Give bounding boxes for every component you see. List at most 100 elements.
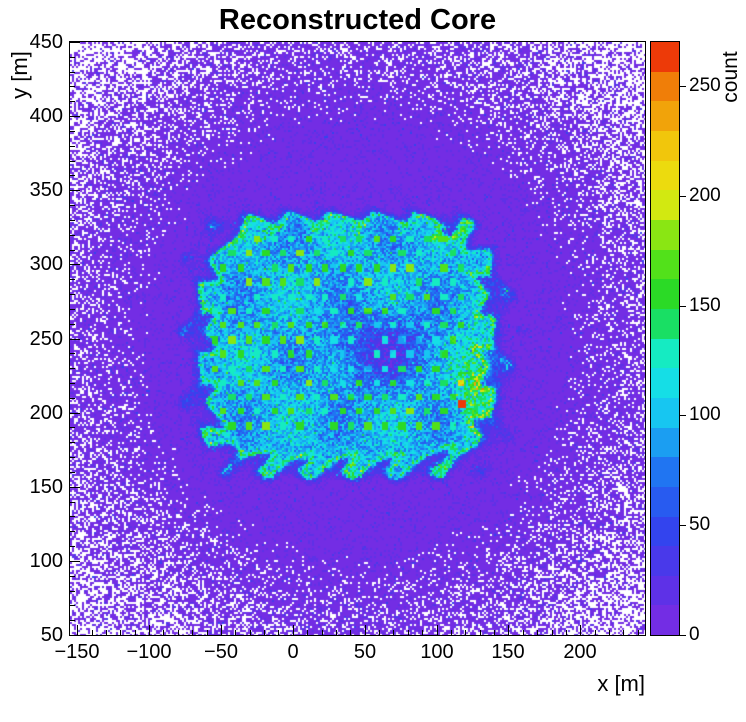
- x-minor-tick: [207, 630, 208, 635]
- y-major-tick: [70, 42, 80, 43]
- colorbar-band: [651, 279, 679, 309]
- z-tick: [680, 415, 686, 416]
- x-tick-label: −50: [204, 641, 238, 663]
- y-minor-tick: [70, 591, 75, 592]
- x-minor-tick: [250, 630, 251, 635]
- z-tick-label: 100: [689, 404, 721, 425]
- y-minor-tick: [70, 457, 75, 458]
- y-tick-label: 300: [29, 253, 63, 275]
- y-minor-tick: [70, 324, 75, 325]
- y-tick-label: 100: [29, 550, 63, 572]
- x-minor-tick: [336, 630, 337, 635]
- x-tick-label: 200: [563, 641, 597, 663]
- x-minor-tick: [537, 630, 538, 635]
- y-minor-tick: [70, 57, 75, 58]
- x-minor-tick: [264, 630, 265, 635]
- x-minor-tick: [178, 630, 179, 635]
- colorbar-band: [651, 160, 679, 191]
- colorbar-band: [651, 338, 679, 369]
- y-tick-label: 250: [29, 328, 63, 350]
- y-minor-tick: [70, 576, 75, 577]
- colorbar-band: [651, 516, 679, 547]
- x-axis-title: x [m]: [597, 671, 645, 696]
- y-minor-tick: [70, 546, 75, 547]
- x-minor-tick: [494, 630, 495, 635]
- y-tick-label: 200: [29, 402, 63, 424]
- x-minor-tick: [408, 630, 409, 635]
- y-minor-tick: [70, 427, 75, 428]
- x-minor-tick: [465, 630, 466, 635]
- z-tick-label: 200: [689, 185, 721, 206]
- x-minor-tick: [92, 630, 93, 635]
- x-tick-label: −150: [54, 641, 100, 663]
- y-minor-tick: [70, 472, 75, 473]
- x-major-tick: [221, 625, 222, 635]
- y-minor-tick: [70, 368, 75, 369]
- colorbar-band: [651, 575, 679, 606]
- y-minor-tick: [70, 502, 75, 503]
- y-major-tick: [70, 561, 80, 562]
- x-minor-tick: [552, 630, 553, 635]
- y-minor-tick: [70, 309, 75, 310]
- colorbar-band: [651, 397, 679, 428]
- z-tick-label: 250: [689, 75, 721, 96]
- x-minor-tick: [379, 630, 380, 635]
- x-minor-tick: [451, 630, 452, 635]
- y-minor-tick: [70, 620, 75, 621]
- colorbar-band: [651, 546, 679, 576]
- y-minor-tick: [70, 279, 75, 280]
- y-major-tick: [70, 264, 80, 265]
- colorbar-band: [651, 308, 679, 339]
- x-major-tick: [77, 625, 78, 635]
- y-minor-tick: [70, 383, 75, 384]
- y-minor-tick: [70, 131, 75, 132]
- x-major-tick: [149, 625, 150, 635]
- x-minor-tick: [523, 630, 524, 635]
- y-minor-tick: [70, 531, 75, 532]
- colorbar-band: [651, 42, 679, 72]
- z-tick: [680, 196, 686, 197]
- x-minor-tick: [192, 630, 193, 635]
- y-major-tick: [70, 413, 80, 414]
- colorbar-band: [651, 219, 679, 250]
- colorbar-band: [651, 71, 679, 102]
- x-minor-tick: [609, 630, 610, 635]
- y-tick-label: 350: [29, 179, 63, 201]
- y-major-tick: [70, 190, 80, 191]
- z-tick: [680, 525, 686, 526]
- x-minor-tick: [480, 630, 481, 635]
- plot-title: Reconstructed Core: [218, 4, 497, 36]
- x-minor-tick: [235, 630, 236, 635]
- y-major-tick: [70, 339, 80, 340]
- y-minor-tick: [70, 161, 75, 162]
- x-major-tick: [508, 625, 509, 635]
- colorbar-band: [651, 457, 679, 487]
- x-minor-tick: [623, 630, 624, 635]
- heatmap-canvas: [70, 42, 645, 635]
- x-major-tick: [365, 625, 366, 635]
- x-tick-label: 0: [287, 641, 299, 663]
- x-major-tick: [580, 625, 581, 635]
- y-tick-label: 50: [40, 624, 63, 646]
- x-minor-tick: [163, 630, 164, 635]
- z-tick: [680, 306, 686, 307]
- y-minor-tick: [70, 442, 75, 443]
- colorbar-band: [651, 368, 679, 398]
- x-minor-tick: [595, 630, 596, 635]
- x-minor-tick: [307, 630, 308, 635]
- y-major-tick: [70, 635, 80, 636]
- y-minor-tick: [70, 175, 75, 176]
- x-tick-label: 150: [491, 641, 525, 663]
- y-minor-tick: [70, 101, 75, 102]
- x-minor-tick: [638, 630, 639, 635]
- y-minor-tick: [70, 294, 75, 295]
- y-minor-tick: [70, 72, 75, 73]
- z-tick: [680, 635, 686, 636]
- y-tick-label: 400: [29, 105, 63, 127]
- x-major-tick: [437, 625, 438, 635]
- colorbar-band: [651, 427, 679, 458]
- colorbar-band: [651, 101, 679, 131]
- y-minor-tick: [70, 353, 75, 354]
- x-major-tick: [293, 625, 294, 635]
- y-major-tick: [70, 487, 80, 488]
